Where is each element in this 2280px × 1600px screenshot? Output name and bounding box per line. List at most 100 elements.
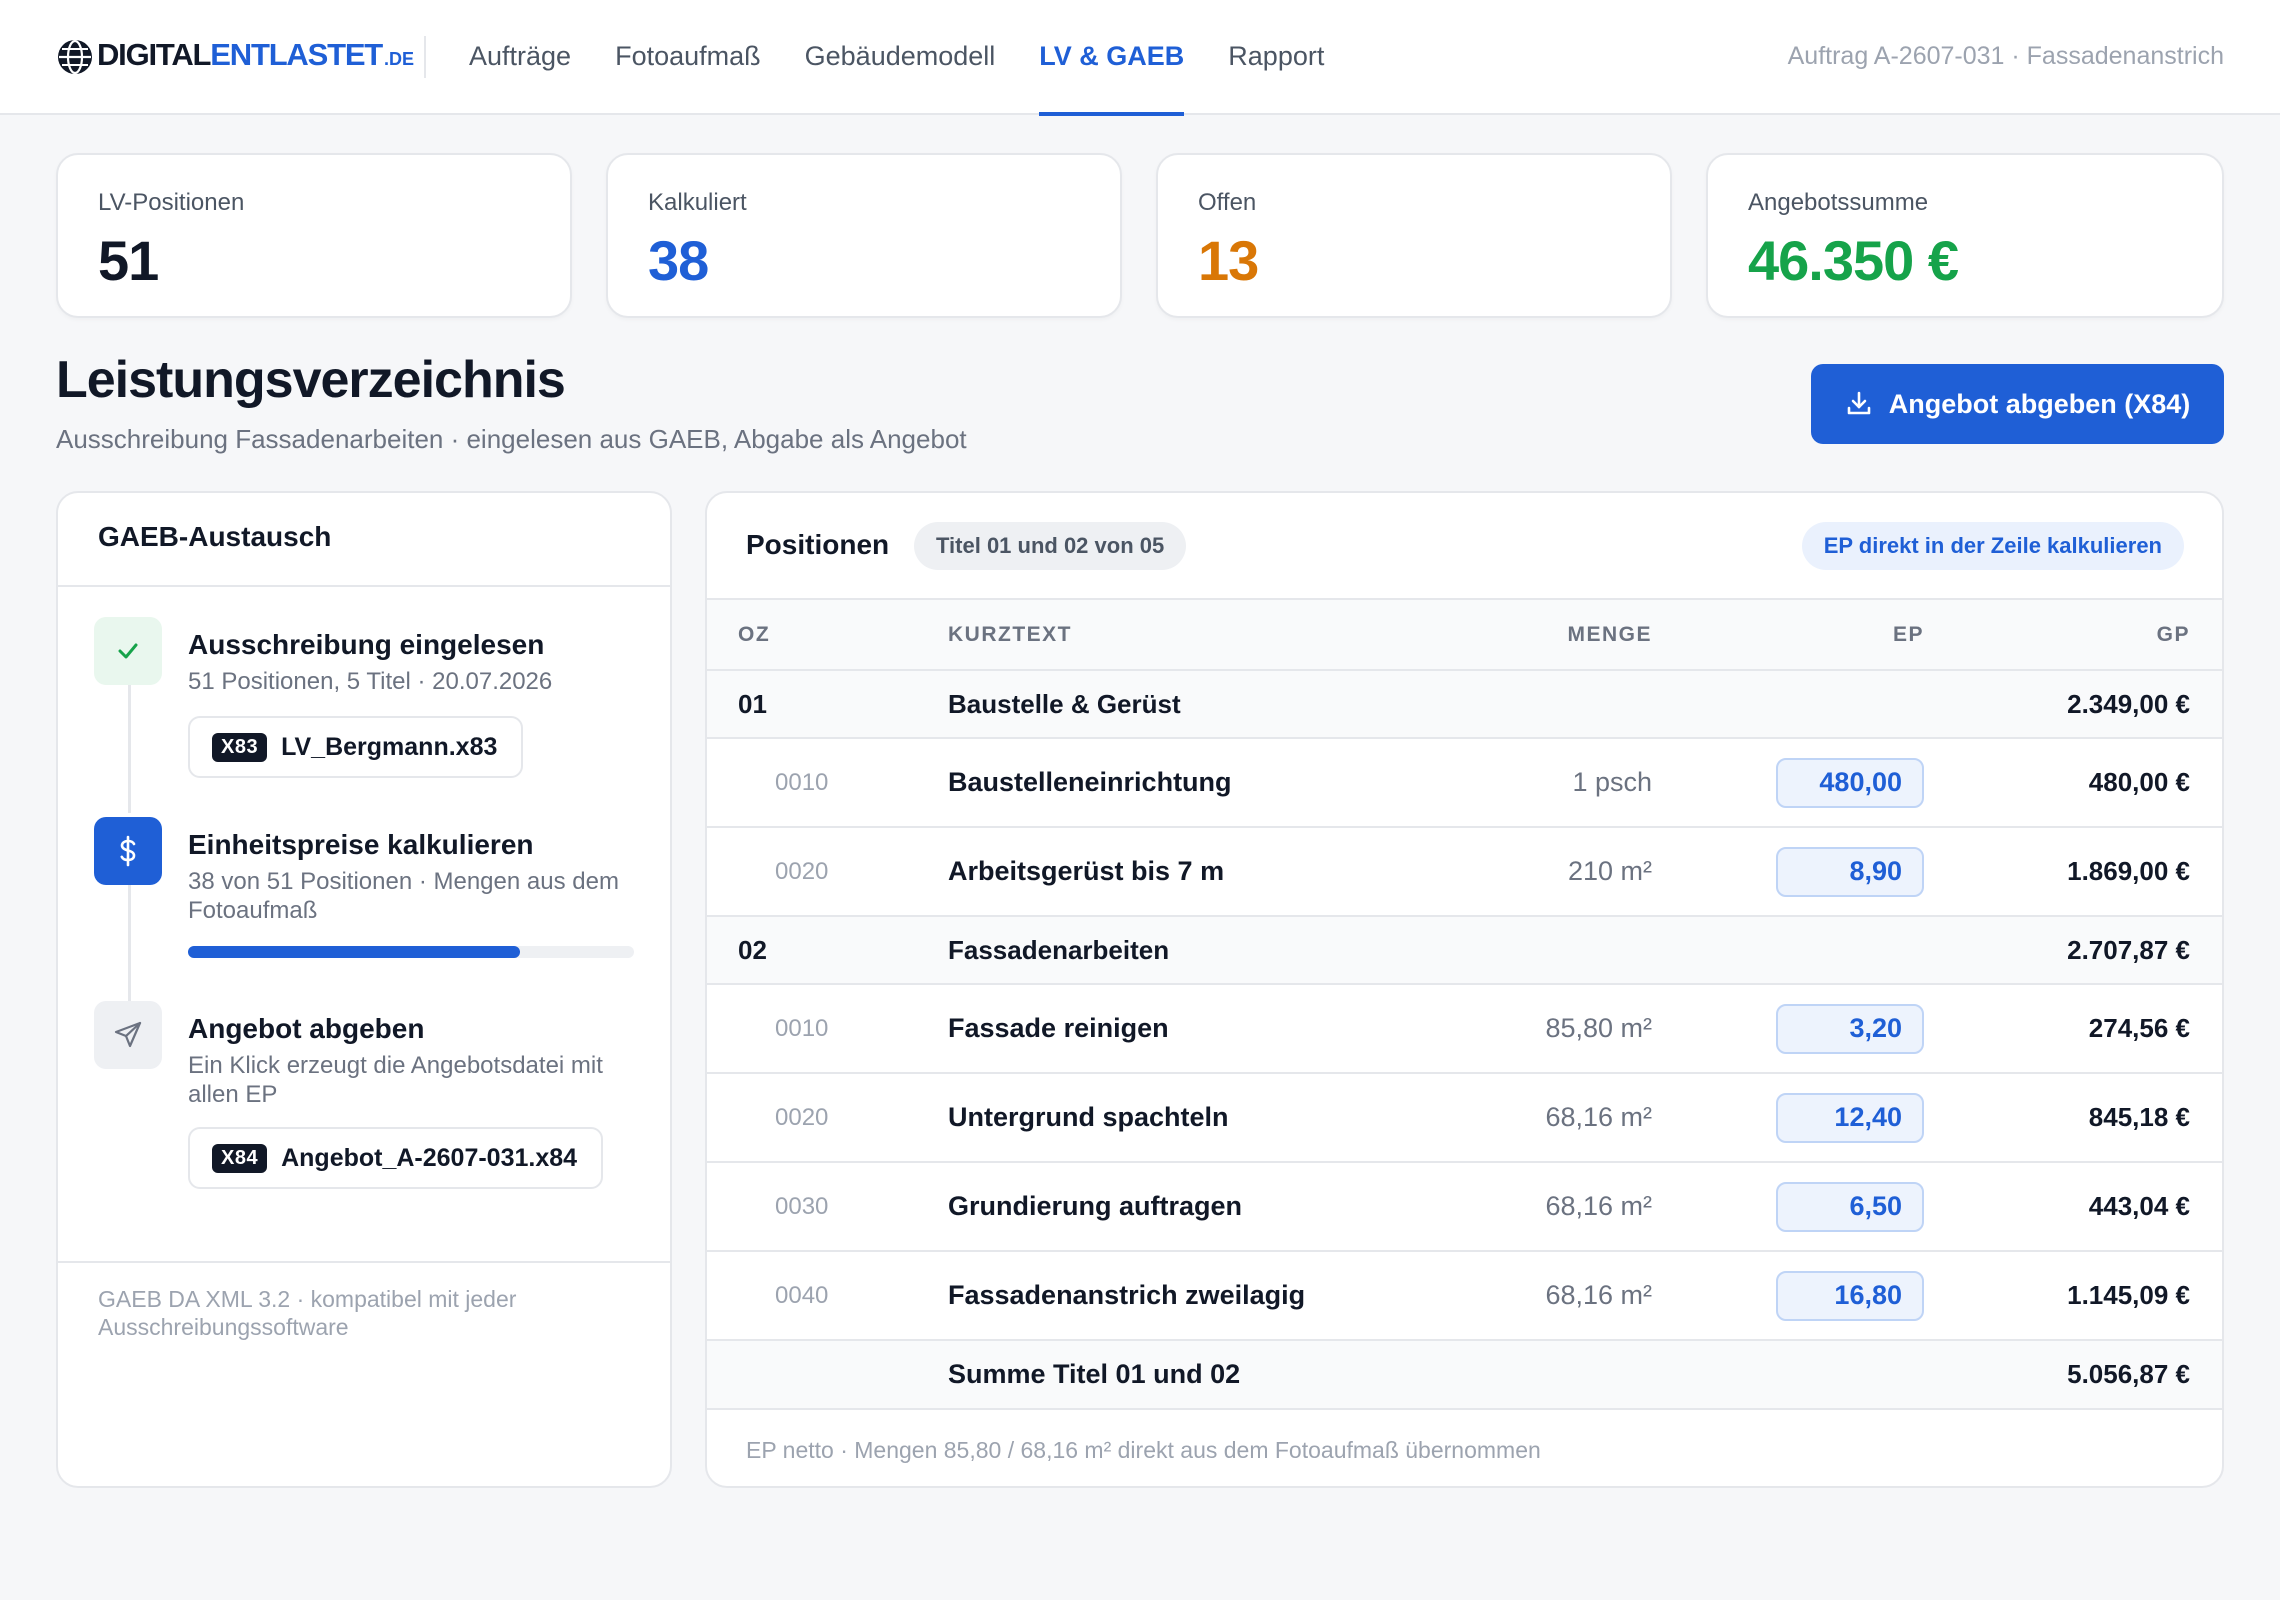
step-title: Ausschreibung eingelesen	[188, 629, 545, 660]
ep-input[interactable]: 8,90	[1776, 846, 1924, 897]
brand-logo[interactable]: DIGITAL ENTLASTET .DE	[56, 37, 415, 76]
row-gp: 274,56 €	[2088, 1013, 2190, 1043]
panel-footer-divider	[58, 1261, 670, 1263]
step-description: 38 von 51 Positionen · Mengen aus dem Fo…	[188, 868, 619, 924]
panel-footer-note: GAEB DA XML 3.2 · kompatibel mit jeder A…	[98, 1286, 517, 1340]
column-header-menge[interactable]: MENGE	[1567, 622, 1652, 646]
row-ep-cell: 16,80	[1776, 1252, 1924, 1339]
nav-item-fotoaufmass[interactable]: Fotoaufmaß	[615, 41, 761, 71]
kpi-card-offen: Offen 13	[1156, 153, 1672, 318]
page-title: Leistungsverzeichnis	[56, 351, 566, 409]
panel-title: GAEB-Austausch	[98, 521, 332, 552]
dollar-icon	[94, 817, 162, 885]
row-oz: 01	[738, 688, 767, 719]
row-kurztext: Baustelle & Gerüst	[948, 688, 1181, 719]
send-icon	[94, 1001, 162, 1069]
inline-calc-hint-pill[interactable]: EP direkt in der Zeile kalkulieren	[1801, 522, 2184, 570]
kpi-value: 46.350 €	[1748, 229, 1959, 292]
row-kurztext: Fassadenanstrich zweilagig	[948, 1280, 1306, 1310]
title-group-row[interactable]: 02 Fassadenarbeiten 2.707,87 €	[707, 915, 2222, 983]
step-title: Einheitspreise kalkulieren	[188, 829, 534, 860]
kpi-card-angebotssumme: Angebotssumme 46.350 €	[1706, 153, 2224, 318]
nav-item-rapport[interactable]: Rapport	[1228, 41, 1325, 71]
row-kurztext: Grundierung auftragen	[948, 1191, 1243, 1221]
kpi-value: 51	[98, 229, 159, 292]
file-type-tag: X84	[212, 1143, 268, 1173]
ep-input[interactable]: 12,40	[1776, 1092, 1924, 1143]
check-icon	[94, 617, 162, 685]
page-subtitle: Ausschreibung Fassadenarbeiten · eingele…	[56, 424, 967, 454]
brand-name-part1: DIGITAL	[97, 37, 212, 72]
step-connector	[128, 881, 131, 1003]
ep-input[interactable]: 16,80	[1776, 1270, 1924, 1321]
kpi-card-kalkuliert: Kalkuliert 38	[606, 153, 1122, 318]
row-menge: 1 psch	[1572, 767, 1652, 797]
table-row[interactable]: 0010 Fassade reinigen 85,80 m² 3,20 274,…	[707, 983, 2222, 1072]
kpi-label: Angebotssumme	[1748, 189, 1929, 216]
kpi-label: LV-Positionen	[98, 189, 245, 216]
positions-title: Positionen	[746, 529, 890, 560]
order-reference: Auftrag A-2607-031 · Fassadenanstrich	[1787, 42, 2224, 70]
row-gp: 1.145,09 €	[2067, 1280, 2190, 1310]
row-oz: 0020	[775, 1103, 829, 1131]
column-header-kurztext[interactable]: KURZTEXT	[948, 622, 1072, 646]
ep-input[interactable]: 480,00	[1776, 757, 1924, 808]
nav-item-auftraege[interactable]: Aufträge	[469, 41, 572, 71]
row-gp: 2.349,00 €	[2067, 688, 2190, 719]
row-gp: 2.707,87 €	[2067, 934, 2190, 965]
file-chip-x83[interactable]: X83 LV_Bergmann.x83	[188, 716, 524, 778]
row-ep-cell: 480,00	[1776, 739, 1924, 826]
row-ep-cell: 3,20	[1776, 985, 1924, 1072]
nav-item-lv-gaeb[interactable]: LV & GAEB	[1039, 0, 1185, 116]
step-description: 51 Positionen, 5 Titel · 20.07.2026	[188, 668, 553, 695]
row-oz: 0010	[775, 768, 829, 796]
table-row[interactable]: 0010 Baustelleneinrichtung 1 psch 480,00…	[707, 737, 2222, 826]
sum-row: Summe Titel 01 und 02 5.056,87 €	[707, 1339, 2222, 1408]
brand-name-part2: ENTLASTET	[210, 37, 383, 72]
row-kurztext: Fassade reinigen	[948, 1013, 1169, 1043]
row-oz: 0040	[775, 1281, 829, 1309]
step-connector	[128, 681, 131, 813]
table-footnote: EP netto · Mengen 85,80 / 68,16 m² direk…	[746, 1437, 1541, 1463]
nav-item-gebaeudemodell[interactable]: Gebäudemodell	[804, 41, 996, 71]
table-row[interactable]: 0020 Arbeitsgerüst bis 7 m 210 m² 8,90 1…	[707, 826, 2222, 915]
title-group-row[interactable]: 01 Baustelle & Gerüst 2.349,00 €	[707, 669, 2222, 737]
row-menge: 68,16 m²	[1545, 1280, 1652, 1310]
file-chip-x84[interactable]: X84 Angebot_A-2607-031.x84	[188, 1127, 604, 1189]
file-type-tag: X83	[212, 732, 268, 762]
header-divider	[424, 36, 426, 78]
row-menge: 68,16 m²	[1545, 1102, 1652, 1132]
brand-name-suffix: .DE	[384, 49, 415, 69]
kpi-value: 38	[648, 229, 709, 292]
row-oz: 0030	[775, 1192, 829, 1220]
ep-input[interactable]: 6,50	[1776, 1181, 1924, 1232]
column-header-gp[interactable]: GP	[2156, 622, 2190, 646]
column-header-oz[interactable]: OZ	[738, 622, 771, 646]
row-ep-cell: 12,40	[1776, 1074, 1924, 1161]
kpi-card-lv-positionen: LV-Positionen 51	[56, 153, 572, 318]
row-gp: 443,04 €	[2088, 1191, 2190, 1221]
table-row[interactable]: 0040 Fassadenanstrich zweilagig 68,16 m²…	[707, 1250, 2222, 1339]
table-row[interactable]: 0020 Untergrund spachteln 68,16 m² 12,40…	[707, 1072, 2222, 1161]
calculation-progress-bar	[188, 946, 634, 958]
column-header-ep[interactable]: EP	[1892, 622, 1924, 646]
row-kurztext: Untergrund spachteln	[948, 1102, 1229, 1132]
ep-input[interactable]: 3,20	[1776, 1003, 1924, 1054]
positions-panel: Positionen Titel 01 und 02 von 05 EP dir…	[705, 491, 2224, 1488]
row-oz: 02	[738, 934, 767, 965]
row-ep-cell: 6,50	[1776, 1163, 1924, 1250]
main-nav: Aufträge Fotoaufmaß Gebäudemodell LV & G…	[469, 0, 1368, 116]
row-ep-cell: 8,90	[1776, 828, 1924, 915]
table-header-row: OZ KURZTEXT MENGE EP GP	[707, 598, 2222, 669]
scope-pill: Titel 01 und 02 von 05	[914, 522, 1187, 570]
row-menge: 210 m²	[1567, 856, 1652, 886]
panel-header: GAEB-Austausch	[58, 493, 670, 587]
row-kurztext: Fassadenarbeiten	[948, 934, 1170, 965]
row-menge: 68,16 m²	[1545, 1191, 1652, 1221]
table-row[interactable]: 0030 Grundierung auftragen 68,16 m² 6,50…	[707, 1161, 2222, 1250]
positions-table: OZ KURZTEXT MENGE EP GP 01 Baustelle & G…	[707, 598, 2222, 1486]
download-icon	[1847, 391, 1871, 415]
submit-offer-label: Angebot abgeben (X84)	[1888, 388, 2191, 419]
row-gp: 845,18 €	[2088, 1102, 2190, 1132]
submit-offer-button[interactable]: Angebot abgeben (X84)	[1811, 364, 2224, 444]
